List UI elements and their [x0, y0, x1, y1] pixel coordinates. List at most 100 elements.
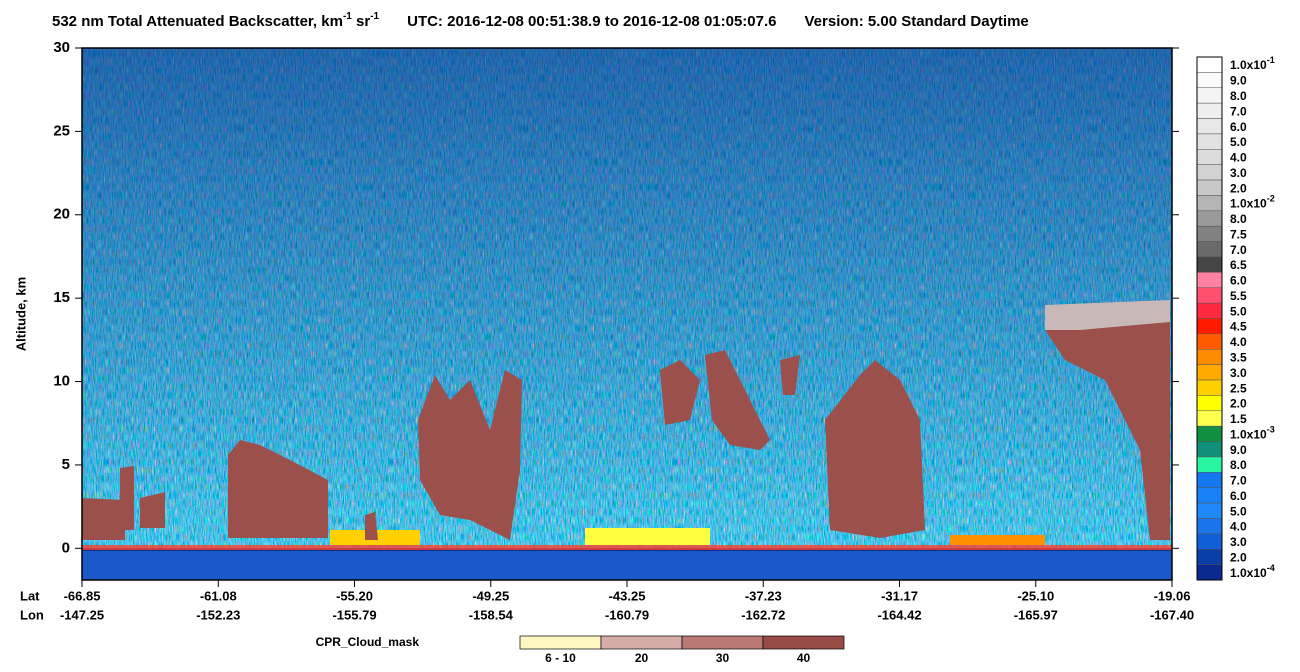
colorbar-label: 1.0x10-2: [1230, 194, 1275, 211]
colorbar-label-text: 8.0: [1230, 212, 1247, 226]
legend-swatch: [762, 635, 845, 650]
x-tick-label: -37.23: [745, 588, 782, 603]
colorbar-label: 2.0: [1230, 181, 1247, 195]
colorbar-cell: [1196, 333, 1223, 350]
colorbar-label: 7.0: [1230, 105, 1247, 119]
colorbar-label: 5.0: [1230, 305, 1247, 319]
colorbar-cell: [1196, 87, 1223, 104]
colorbar-label: 7.0: [1230, 474, 1247, 488]
colorbar-label: 1.0x10-4: [1230, 563, 1275, 580]
colorbar-label-text: 6.0: [1230, 489, 1247, 503]
colorbar-label: 3.0: [1230, 166, 1247, 180]
x-tick-label: -66.85: [64, 588, 101, 603]
colorbar-label: 6.5: [1230, 258, 1247, 272]
colorbar-cell: [1196, 256, 1223, 273]
colorbar-label-exp: -4: [1267, 563, 1275, 573]
colorbar-label-text: 5.0: [1230, 135, 1247, 149]
x-tick-label: -43.25: [609, 588, 646, 603]
x-tick-label: -31.17: [881, 588, 918, 603]
colorbar-cell: [1196, 379, 1223, 396]
colorbar-label: 6.0: [1230, 274, 1247, 288]
colorbar-cell: [1196, 195, 1223, 212]
colorbar-cell: [1196, 149, 1223, 165]
colorbar-cell: [1196, 487, 1223, 504]
colorbar-cell: [1196, 425, 1223, 442]
colorbar-cell: [1196, 441, 1223, 458]
x-tick-label: -167.40: [1150, 607, 1194, 622]
colorbar-cell: [1196, 210, 1223, 227]
legend-title: CPR_Cloud_mask: [316, 635, 420, 649]
colorbar-label-text: 4.0: [1230, 520, 1247, 534]
colorbar-cell: [1196, 548, 1223, 565]
x-row-label: Lon: [20, 607, 44, 622]
colorbar-cell: [1196, 472, 1223, 488]
colorbar-label: 9.0: [1230, 443, 1247, 457]
legend-swatch: [600, 635, 683, 650]
x-tick-label: -19.06: [1154, 588, 1191, 603]
colorbar-cell: [1196, 118, 1223, 135]
colorbar-label-text: 6.0: [1230, 274, 1247, 288]
colorbar-cell: [1196, 225, 1223, 242]
colorbar-label: 2.0: [1230, 551, 1247, 565]
colorbar-label-text: 6.0: [1230, 120, 1247, 134]
colorbar-cell: [1196, 533, 1223, 550]
colorbar-cell: [1196, 456, 1223, 473]
colorbar-label-text: 1.5: [1230, 412, 1247, 426]
x-tick-label: -152.23: [196, 607, 240, 622]
y-tick-label: 30: [53, 39, 70, 56]
colorbar-cell: [1196, 564, 1223, 581]
colorbar-label-text: 3.0: [1230, 535, 1247, 549]
colorbar-label-text: 8.0: [1230, 458, 1247, 472]
colorbar-label: 1.5: [1230, 412, 1247, 426]
colorbar-frame: [1196, 56, 1223, 581]
colorbar-label-text: 6.5: [1230, 258, 1247, 272]
title-part: 532 nm Total Attenuated Backscatter, km: [52, 13, 343, 30]
colorbar-label: 5.5: [1230, 289, 1247, 303]
colorbar-label-text: 4.0: [1230, 335, 1247, 349]
colorbar-label: 6.0: [1230, 120, 1247, 134]
title-part: -1: [343, 11, 352, 22]
colorbar-cell: [1196, 102, 1223, 119]
colorbar-label: 2.0: [1230, 397, 1247, 411]
colorbar-label-text: 9.0: [1230, 74, 1247, 88]
colorbar-label-text: 2.0: [1230, 397, 1247, 411]
colorbar-label-exp: -2: [1267, 194, 1275, 204]
colorbar-label-text: 2.0: [1230, 181, 1247, 195]
colorbar-label: 3.5: [1230, 351, 1247, 365]
legend-swatch: [519, 635, 602, 650]
x-tick-label: -162.72: [741, 607, 785, 622]
x-tick-label: -61.08: [200, 588, 237, 603]
colorbar-cell: [1196, 287, 1223, 304]
colorbar-cell: [1196, 364, 1223, 381]
colorbar-label-text: 1.0x10: [1230, 58, 1267, 72]
colorbar-label-exp: -1: [1267, 56, 1275, 66]
colorbar-cell: [1196, 272, 1223, 288]
colorbar-label: 7.5: [1230, 228, 1247, 242]
backscatter-image: [82, 48, 1172, 580]
colorbar-label-text: 3.5: [1230, 351, 1247, 365]
colorbar-label-text: 5.0: [1230, 504, 1247, 518]
colorbar-label: 8.0: [1230, 212, 1247, 226]
colorbar-cell: [1196, 302, 1223, 319]
colorbar-cell: [1196, 410, 1223, 427]
colorbar-label-text: 1.0x10: [1230, 566, 1267, 580]
chart-title: 532 nm Total Attenuated Backscatter, km-…: [52, 11, 1029, 30]
x-tick-label: -147.25: [60, 607, 104, 622]
x-row-label: Lat: [20, 588, 40, 603]
x-tick-label: -55.20: [336, 588, 373, 603]
legend-label: 30: [716, 651, 730, 665]
x-tick-label: -25.10: [1017, 588, 1054, 603]
colorbar-label-text: 1.0x10: [1230, 197, 1267, 211]
colorbar-label: 1.0x10-1: [1230, 56, 1275, 73]
colorbar-cell: [1196, 56, 1223, 73]
x-tick-label: -158.54: [469, 607, 514, 622]
colorbar-label-text: 9.0: [1230, 443, 1247, 457]
colorbar-label: 9.0: [1230, 74, 1247, 88]
colorbar-label: 2.5: [1230, 381, 1247, 395]
colorbar-label-text: 8.0: [1230, 89, 1247, 103]
x-tick-label: -165.97: [1014, 607, 1058, 622]
x-tick-label: -160.79: [605, 607, 649, 622]
colorbar-label: 4.0: [1230, 335, 1247, 349]
title-part: UTC: 2016-12-08 00:51:38.9 to 2016-12-08…: [407, 13, 776, 30]
